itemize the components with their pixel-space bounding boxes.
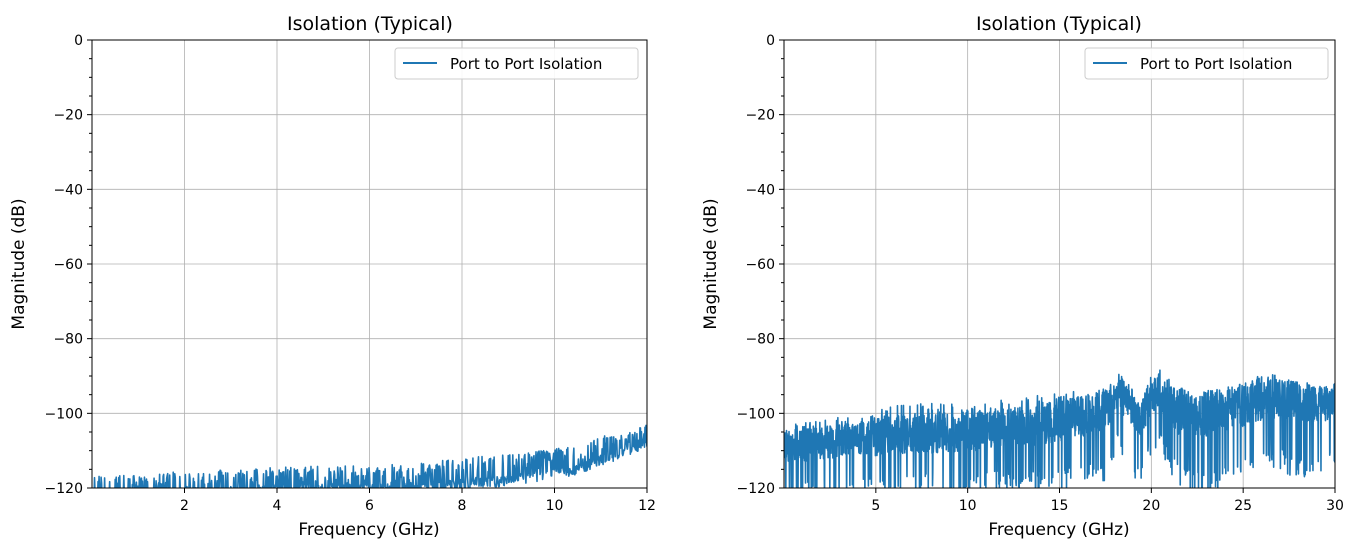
right-chart-x-tick-label: 15: [1051, 498, 1069, 514]
left-chart-y-tick-label: −100: [45, 406, 83, 422]
left-chart-x-tick-label: 2: [180, 498, 189, 514]
left-chart-x-tick-label: 10: [546, 498, 564, 514]
left-chart-x-tick-label: 6: [365, 498, 374, 514]
left-chart-y-tick-label: −20: [53, 108, 83, 124]
right-chart-y-tick-label: −120: [737, 481, 775, 497]
right-chart-legend-box: [1084, 47, 1329, 80]
left-chart-legend: Port to Port Isolation: [394, 47, 639, 80]
left-chart-panel: Isolation (Typical) 2 4 6 8 10 12 0 −20 −40 −60 −8…: [9, 13, 656, 540]
left-chart-ticks: 2 4 6 8 10 12 0 −20 −40 −60 −80 −100 −120: [45, 33, 656, 514]
left-chart-x-tick-label: 12: [638, 498, 656, 514]
left-chart-y-tick-label: 0: [74, 33, 83, 49]
left-chart-x-axis-label: Frequency (GHz): [298, 520, 439, 540]
right-chart-panel: Isolation (Typical) 5 10 15 20 25 30 0 −20 −40 −6…: [701, 13, 1344, 540]
left-chart-y-axis-label: Magnitude (dB): [9, 198, 29, 329]
right-chart-x-tick-label: 5: [871, 498, 880, 514]
left-chart-y-tick-label: −40: [53, 182, 83, 198]
right-chart-legend: Port to Port Isolation: [1084, 47, 1329, 80]
right-chart-y-tick-label: 0: [766, 33, 775, 49]
right-chart-y-axis-label: Magnitude (dB): [701, 198, 721, 329]
right-chart-isolation-trace: [784, 369, 1335, 488]
right-chart-x-axis-label: Frequency (GHz): [988, 520, 1129, 540]
left-chart-title: Isolation (Typical): [287, 13, 453, 35]
right-chart-y-tick-label: −40: [745, 182, 775, 198]
right-chart-x-tick-label: 25: [1234, 498, 1252, 514]
left-chart-legend-box: [394, 47, 639, 80]
left-chart-y-tick-label: −120: [45, 481, 83, 497]
right-chart-y-tick-label: −20: [745, 108, 775, 124]
left-chart-y-tick-label: −60: [53, 257, 83, 273]
right-chart-x-tick-label: 30: [1326, 498, 1344, 514]
left-chart-legend-label: Port to Port Isolation: [450, 55, 602, 73]
left-chart-grid: [92, 39, 648, 489]
left-chart-x-tick-label: 4: [273, 498, 282, 514]
right-chart-legend-label: Port to Port Isolation: [1140, 55, 1292, 73]
right-chart-x-tick-label: 10: [959, 498, 977, 514]
right-chart-x-tick-label: 20: [1142, 498, 1160, 514]
left-chart-series-line: [93, 424, 647, 488]
right-chart-y-tick-label: −100: [737, 406, 775, 422]
left-chart-x-tick-label: 8: [458, 498, 467, 514]
left-chart-y-tick-label: −80: [53, 332, 83, 348]
left-chart-isolation-trace: [93, 424, 647, 488]
right-chart-title: Isolation (Typical): [976, 13, 1142, 35]
right-chart-series-line: [784, 369, 1335, 488]
right-chart-ticks: 5 10 15 20 25 30 0 −20 −40 −60 −80 −100 −120: [737, 33, 1344, 514]
right-chart-y-tick-label: −80: [745, 332, 775, 348]
right-chart-y-tick-label: −60: [745, 257, 775, 273]
